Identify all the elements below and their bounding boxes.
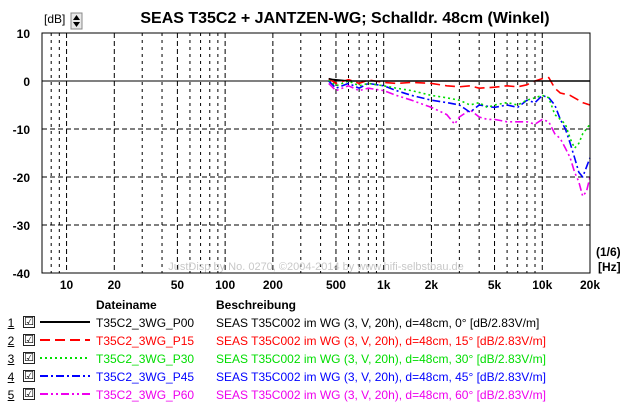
y-tick-label: -30 [13,219,31,233]
chart-title: SEAS T35C2 + JANTZEN-WG; Schalldr. 48cm … [140,10,549,27]
legend-header-filename: Dateiname [96,298,157,312]
legend-row: 2 ☑ T35C2_3WG_P15 SEAS T35C002 im WG (3, V,… [0,333,624,350]
y-tick-label: -20 [13,171,31,185]
watermark: JustDisp by No. 0270, ©2004-2014 by www.… [168,261,464,273]
legend-visibility-checkbox[interactable]: ☑ [23,334,35,346]
legend-filename: T35C2_3WG_P60 [96,388,195,402]
legend-row-number[interactable]: 1 [7,316,15,330]
series-line-t35c2_3wg_p60 [328,82,591,197]
legend-line-swatch [40,375,90,377]
legend-row-number[interactable]: 5 [7,388,15,402]
legend-row: 1 ☑ T35C2_3WG_P00 SEAS T35C002 im WG (3, V,… [0,315,624,332]
x-tick-label: 500 [326,278,346,292]
x-tick-labels: 10 20 50 100 200 500 1k 2k 5k 10k 20k [60,278,600,292]
legend-line-swatch [40,357,90,359]
plot-frame [41,32,591,274]
legend-description: SEAS T35C002 im WG (3, V, 20h), d=48cm, … [216,352,546,366]
series-layer [328,76,591,197]
x-tick-label: 100 [215,278,235,292]
legend-description: SEAS T35C002 im WG (3, V, 20h), d=48cm, … [216,370,546,384]
legend-description: SEAS T35C002 im WG (3, V, 20h), d=48cm, … [216,388,546,402]
legend-header-description: Beschreibung [216,298,297,312]
legend-row-number[interactable]: 3 [7,352,15,366]
legend-filename: T35C2_3WG_P30 [96,352,195,366]
legend-row-number[interactable]: 2 [7,334,15,348]
legend-row: 5 ☑ T35C2_3WG_P60 SEAS T35C002 im WG (3, V,… [0,387,624,404]
x-tick-label: 10 [60,278,74,292]
y-tick-label: 10 [17,27,31,41]
legend-row: 4 ☑ T35C2_3WG_P45 SEAS T35C002 im WG (3, V,… [0,369,624,386]
x-axis-resolution-label: (1/6) [596,245,621,259]
x-tick-label: 50 [171,278,185,292]
plot-grid [41,33,590,273]
series-line-t35c2_3wg_p00 [328,77,590,82]
y-tick-label: -10 [13,123,31,137]
x-tick-label: 5k [488,278,502,292]
legend-line-swatch [40,339,90,341]
legend-description: SEAS T35C002 im WG (3, V, 20h), d=48cm, … [216,334,546,348]
x-axis-unit-label: [Hz] [598,260,621,274]
y-tick-labels: 10 0 -10 -20 -30 -40 [13,27,31,281]
legend-visibility-checkbox[interactable]: ☑ [23,352,35,364]
y-unit-spinner-icon[interactable] [70,12,83,30]
x-tick-label: 1k [377,278,391,292]
y-axis-unit-label: [dB] [44,12,65,26]
legend-filename: T35C2_3WG_P00 [96,316,195,330]
legend-table: 1 ☑ T35C2_3WG_P00 SEAS T35C002 im WG (3, V,… [0,296,624,404]
y-tick-label: 0 [23,75,30,89]
x-tick-label: 20k [580,278,600,292]
legend-line-swatch [40,393,90,395]
x-tick-label: 20 [108,278,122,292]
legend-row: 3 ☑ T35C2_3WG_P30 SEAS T35C002 im WG (3, V,… [0,351,624,368]
series-line-t35c2_3wg_p15 [328,76,591,106]
legend-filename: T35C2_3WG_P15 [96,334,195,348]
legend-row-number[interactable]: 4 [7,370,15,384]
y-tick-label: -40 [13,267,31,281]
legend-visibility-checkbox[interactable]: ☑ [23,388,35,400]
legend-visibility-checkbox[interactable]: ☑ [23,370,35,382]
x-tick-label: 10k [532,278,552,292]
frequency-response-chart: SEAS T35C2 + JANTZEN-WG; Schalldr. 48cm … [13,10,621,292]
legend-line-swatch [40,321,90,323]
legend-filename: T35C2_3WG_P45 [96,370,195,384]
legend-visibility-checkbox[interactable]: ☑ [23,316,35,328]
x-tick-label: 200 [263,278,283,292]
legend-description: SEAS T35C002 im WG (3, V, 20h), d=48cm, … [216,316,540,330]
x-tick-label: 2k [425,278,439,292]
